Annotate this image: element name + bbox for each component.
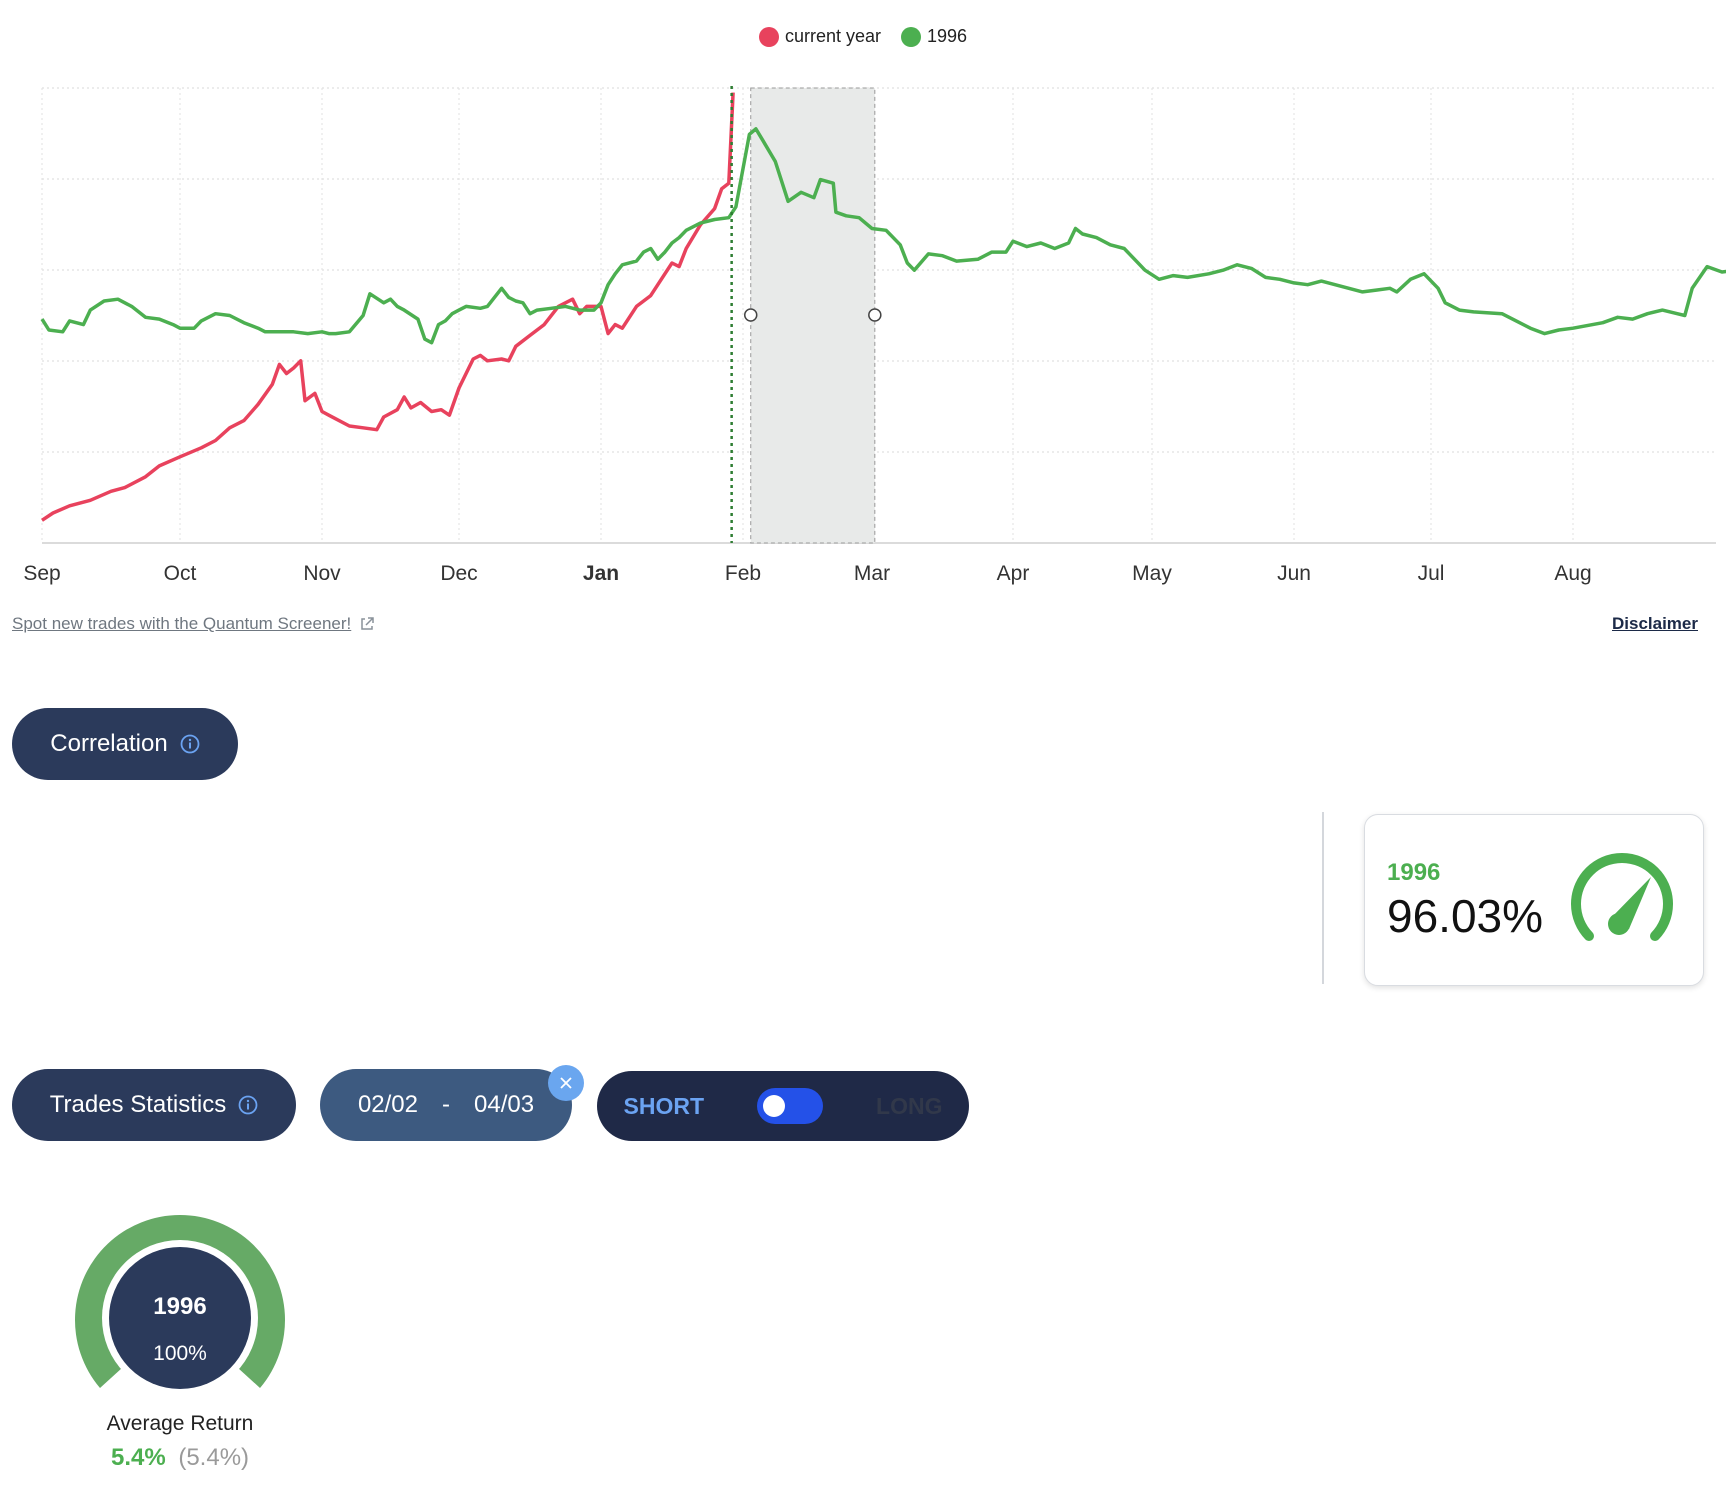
chart-legend: current year 1996 (0, 26, 1726, 47)
speedometer-icon (1571, 853, 1673, 941)
date-to[interactable]: 04/03 (474, 1091, 535, 1118)
info-icon[interactable] (180, 734, 200, 754)
range-handle-start (743, 308, 758, 322)
date-separator: - (442, 1091, 450, 1118)
x-tick-label-sep: Sep (23, 562, 60, 585)
legend-item-1996[interactable]: 1996 (901, 26, 967, 47)
correlation-pill[interactable]: Correlation (12, 708, 238, 780)
average-return-gauge: 1996 100% (75, 1214, 286, 1396)
quantum-screener-link-label: Spot new trades with the Quantum Screene… (12, 614, 352, 633)
quantum-screener-link[interactable]: Spot new trades with the Quantum Screene… (12, 614, 375, 634)
trades-statistics-pill[interactable]: Trades Statistics (12, 1069, 296, 1141)
short-long-toggle[interactable]: SHORT LONG (597, 1071, 969, 1141)
x-tick-label-may: May (1132, 562, 1172, 585)
toggle-long-label[interactable]: LONG (876, 1092, 943, 1119)
x-tick-label-feb: Feb (725, 562, 761, 585)
correlation-year: 1996 (1387, 859, 1441, 886)
x-tick-label-aug: Aug (1554, 562, 1591, 585)
x-tick-label-oct: Oct (164, 562, 197, 585)
x-tick-label-nov: Nov (303, 562, 341, 585)
x-tick-label-jul: Jul (1418, 562, 1445, 585)
external-link-icon (361, 617, 374, 630)
range-handle-end (868, 308, 882, 322)
x-tick-label-jan: Jan (583, 562, 619, 585)
close-icon (560, 1077, 572, 1089)
legend-dot-1996 (901, 26, 921, 47)
x-tick-label-jun: Jun (1277, 562, 1311, 585)
clear-date-range-button[interactable] (548, 1065, 584, 1101)
legend-item-current-year[interactable]: current year (758, 26, 881, 47)
correlation-label: Correlation (50, 730, 168, 757)
x-tick-label-dec: Dec (440, 562, 477, 585)
series-line-1996 (40, 127, 1726, 345)
toggle-knob (763, 1095, 786, 1117)
correlation-value: 96.03% (1387, 890, 1544, 942)
legend-label-current-year: current year (784, 26, 881, 46)
disclaimer-link[interactable]: Disclaimer (1612, 614, 1698, 633)
trades-statistics-label: Trades Statistics (49, 1091, 227, 1118)
correlation-divider (1322, 812, 1324, 984)
average-return-value: 5.4% (110, 1444, 166, 1471)
toggle-switch[interactable] (757, 1088, 824, 1124)
chart-links-row: Spot new trades with the Quantum Screene… (12, 614, 1698, 634)
x-tick-label-mar: Mar (854, 562, 890, 585)
legend-dot-current-year (758, 26, 779, 47)
toggle-short-label[interactable]: SHORT (623, 1092, 705, 1119)
date-range-pill[interactable]: 02/02 - 04/03 (320, 1069, 572, 1141)
date-from[interactable]: 02/02 (357, 1091, 418, 1118)
legend-label-1996: 1996 (927, 26, 968, 46)
average-return-percent: 100% (153, 1342, 207, 1365)
correlation-card: 1996 96.03% (1364, 814, 1704, 986)
selected-range (750, 87, 876, 544)
info-icon[interactable] (238, 1095, 258, 1115)
average-return-value-sub: (5.4%) (178, 1444, 250, 1471)
series-line-current-year (41, 92, 735, 522)
average-return-year: 1996 (153, 1293, 206, 1320)
x-tick-label-apr: Apr (997, 562, 1030, 585)
average-return-values: 5.4% (5.4%) (60, 1444, 300, 1472)
average-return-label: Average Return (106, 1412, 254, 1435)
seasonality-chart: Sep Oct Nov Dec Jan Feb Mar Apr May Jun Jul Aug (23, 86, 1726, 585)
